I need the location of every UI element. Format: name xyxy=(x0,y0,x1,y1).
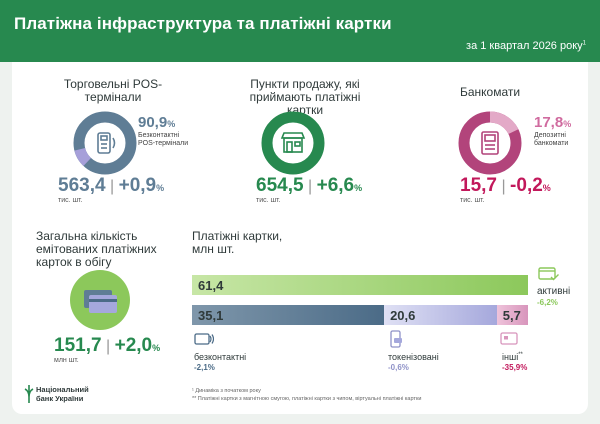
phone-token-icon xyxy=(390,330,402,348)
atm-icon xyxy=(481,131,499,155)
points-donut-hole xyxy=(274,124,312,162)
cards-count: 151,7 xyxy=(54,335,102,356)
atm-count: 15,7 xyxy=(460,175,497,196)
card-chip-icon xyxy=(500,332,518,345)
header-banner: Платіжна інфраструктура та платіжні карт… xyxy=(0,0,600,62)
store-icon xyxy=(280,132,306,153)
nbu-logo-text: Національний банк України xyxy=(36,385,89,403)
footnote-2: ** Платіжні картки з магнітною смугою, п… xyxy=(192,396,422,402)
pos-donut-segment xyxy=(74,147,92,166)
legend-active-label: активні xyxy=(537,286,571,297)
atm-donut-segment xyxy=(489,111,519,135)
points-unit: тис. шт. xyxy=(256,197,281,204)
atm-change: -0,2 xyxy=(510,175,543,196)
page-title: Платіжна інфраструктура та платіжні карт… xyxy=(14,14,392,33)
card-check-icon xyxy=(538,267,559,281)
atm-donut xyxy=(458,111,522,175)
pos-donut xyxy=(73,111,137,175)
legend-contactless-label: безконтактні xyxy=(194,352,247,362)
pos-terminal-icon xyxy=(97,132,116,154)
bar-tokenized: 20,6 xyxy=(384,305,497,325)
legend-other-label: інші** xyxy=(502,352,523,362)
points-label: Пункти продажу, які приймають платіжні к… xyxy=(249,77,361,117)
points-change: +6,6 xyxy=(316,175,355,196)
pos-share-label: Безконтактні POS-термінали xyxy=(138,132,189,147)
pos-donut-base xyxy=(73,111,137,175)
points-count: 654,5 xyxy=(256,175,304,196)
pos-unit: тис. шт. xyxy=(58,197,83,204)
cards-icon-circle xyxy=(70,270,130,330)
nbu-logo-icon xyxy=(24,385,34,403)
bar-other-value: 5,7 xyxy=(502,308,521,323)
legend-tokenized-change: -0,6% xyxy=(388,363,409,372)
pos-change: +0,9 xyxy=(118,175,157,196)
cards-label: Загальна кількість емітованих платіжних … xyxy=(36,229,157,269)
bar-other: 5,7 xyxy=(496,305,528,325)
points-donut xyxy=(261,111,325,175)
points-donut-ring xyxy=(261,111,325,175)
cards-stats: 151,7 | +2,0% xyxy=(54,335,161,356)
pos-label: Торговельні POS-термінали xyxy=(63,77,163,104)
pos-donut-hole xyxy=(86,124,124,162)
bar-active: 61,4 xyxy=(192,275,528,295)
footnote-1: ¹ Динаміка з початком року xyxy=(192,388,261,394)
atm-unit: тис. шт. xyxy=(460,197,485,204)
pos-count: 563,4 xyxy=(58,175,106,196)
legend-other-change: -35,9% xyxy=(502,363,528,372)
payment-cards-icon xyxy=(84,290,117,313)
points-stats: 654,5 | +6,6% xyxy=(256,175,363,196)
legend-tokenized-label: токенізовані xyxy=(388,352,439,362)
pos-stats: 563,4 | +0,9% xyxy=(58,175,165,196)
atm-share-label: Депозитні банкомати xyxy=(534,132,569,147)
period-subtitle: за 1 квартал 2026 року1 xyxy=(466,40,586,52)
bar-contactless: 35,1 xyxy=(192,305,385,325)
atm-share: 17,8% xyxy=(534,114,572,131)
bar-chart-title: Платіжні картки, млн шт. xyxy=(192,229,283,256)
legend-contactless-change: -2,1% xyxy=(194,363,215,372)
cards-change: +2,0 xyxy=(114,335,153,356)
atm-stats: 15,7 | -0,2% xyxy=(460,175,551,196)
bar-tokenized-value: 20,6 xyxy=(390,308,416,323)
atm-label: Банкомати xyxy=(460,85,521,99)
cards-unit: млн шт. xyxy=(54,357,79,364)
bar-contactless-value: 35,1 xyxy=(198,308,224,323)
contactless-card-icon xyxy=(194,333,214,345)
bar-active-value: 61,4 xyxy=(198,278,224,293)
pos-share: 90,9% xyxy=(138,114,176,131)
legend-active-change: -6,2% xyxy=(537,298,558,307)
atm-donut-hole xyxy=(471,124,509,162)
